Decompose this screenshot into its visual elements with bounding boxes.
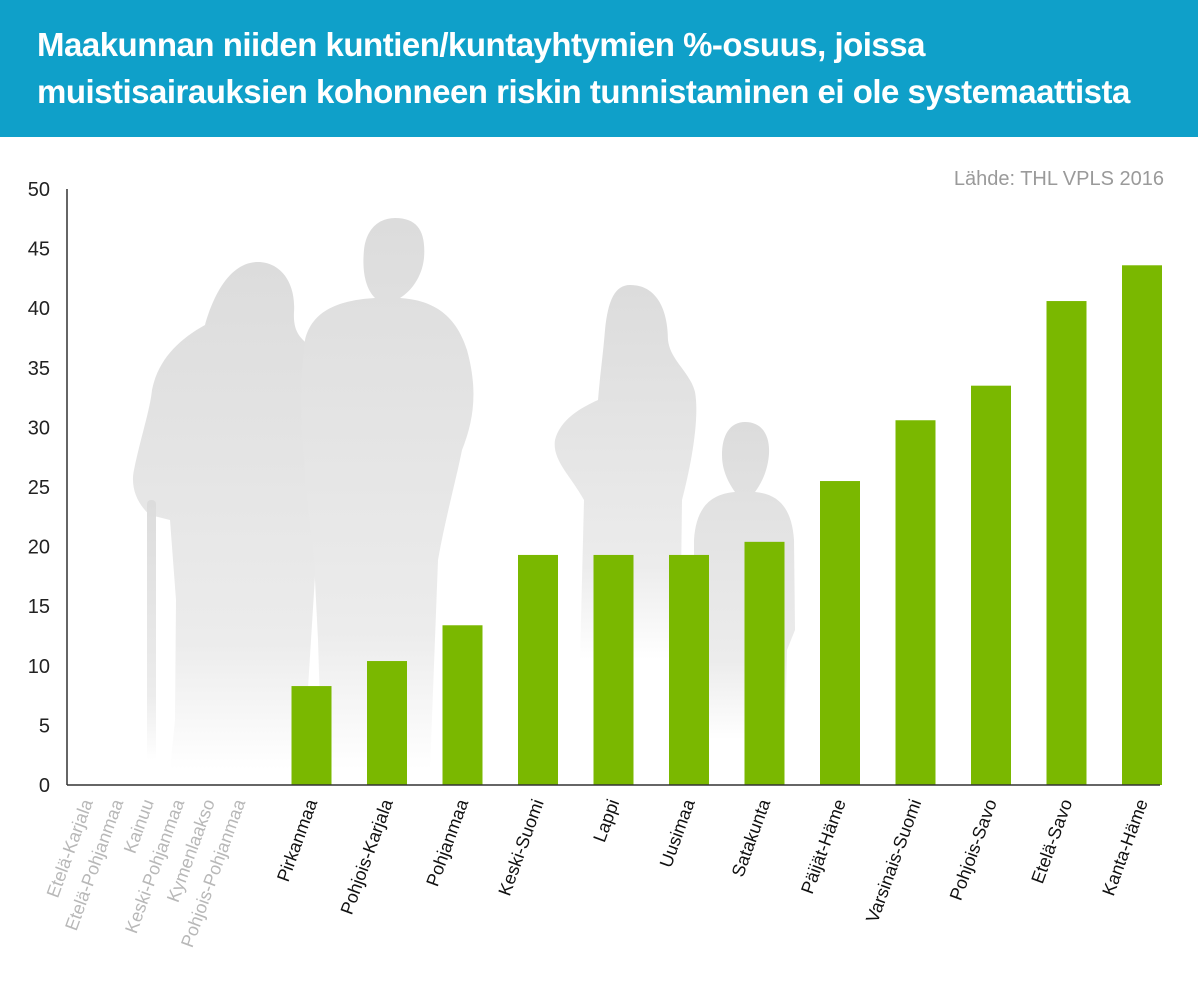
- y-tick-labels: 0 5 10 15 20 25 30 35 40 45 50: [28, 179, 50, 797]
- bar-pohjanmaa: [442, 625, 483, 785]
- bar-kanta-h-me: [1122, 265, 1162, 786]
- bar-p-ij-t-h-me: [820, 481, 860, 785]
- y-tick-label: 5: [39, 715, 50, 737]
- x-tick-label: Etelä-Savo: [1027, 797, 1076, 887]
- x-tick-label: Kanta-Häme: [1098, 797, 1151, 899]
- x-tick-label: Pohjois-Karjala: [337, 796, 398, 918]
- bar-lappi: [593, 554, 634, 785]
- y-tick-label: 15: [28, 596, 50, 618]
- y-tick-label: 50: [28, 179, 50, 201]
- bar-chart: 0 5 10 15 20 25 30 35 40 45 50 Etelä-KarjalaEtelä-…: [28, 179, 1162, 950]
- x-tick-label: Keski-Suomi: [494, 797, 547, 899]
- y-tick-label: 0: [39, 775, 50, 797]
- cane-silhouette: [147, 500, 156, 760]
- bar-varsinais-suomi: [895, 420, 936, 785]
- x-tick-label: Päijät-Häme: [797, 797, 850, 897]
- chart-title-line-2: muistisairauksien kohonneen riskin tunni…: [37, 73, 1130, 110]
- bars-group: [291, 265, 1162, 786]
- x-tick-labels: Etelä-KarjalaEtelä-PohjanmaaKainuuKeski-…: [43, 796, 1152, 950]
- y-tick-label: 20: [28, 537, 50, 559]
- y-tick-label: 40: [28, 298, 50, 320]
- y-tick-label: 25: [28, 477, 50, 499]
- y-tick-label: 30: [28, 417, 50, 439]
- bar-pirkanmaa: [291, 686, 332, 785]
- bar-keski-suomi: [518, 554, 558, 785]
- people-silhouettes: [132, 218, 795, 770]
- y-tick-label: 45: [28, 239, 50, 261]
- x-tick-label: Satakunta: [728, 796, 775, 880]
- y-tick-label: 35: [28, 358, 50, 380]
- source-note: Lähde: THL VPLS 2016: [953, 168, 1164, 190]
- chart-title-line-1: Maakunnan niiden kuntien/kuntayhtymien %…: [37, 26, 926, 63]
- x-tick-label: Lappi: [589, 797, 623, 845]
- x-tick-label: Pohjanmaa: [422, 796, 472, 889]
- elderly-woman-silhouette: [132, 262, 331, 770]
- mother-silhouette: [554, 285, 697, 660]
- x-tick-label: Varsinais-Suomi: [862, 797, 925, 926]
- y-axis: 0 5 10 15 20 25 30 35 40 45 50: [28, 179, 68, 797]
- x-tick-label: Pohjois-Savo: [946, 797, 1001, 904]
- y-tick-label: 10: [28, 656, 50, 678]
- bar-satakunta: [744, 541, 785, 785]
- bar-uusimaa: [669, 554, 709, 785]
- bar-pohjois-savo: [971, 385, 1011, 785]
- x-tick-label: Pirkanmaa: [273, 796, 322, 885]
- elderly-man-silhouette: [301, 218, 474, 770]
- bar-etel-savo: [1046, 301, 1087, 785]
- title-banner: Maakunnan niiden kuntien/kuntayhtymien %…: [0, 0, 1198, 137]
- bar-pohjois-karjala: [367, 661, 407, 785]
- x-tick-label: Uusimaa: [656, 796, 699, 871]
